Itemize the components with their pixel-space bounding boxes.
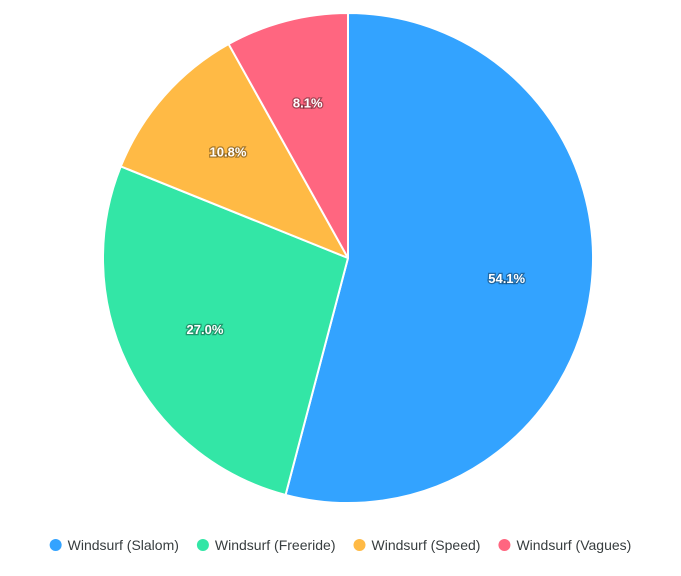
data-label-windsurf-speed: 10.8% xyxy=(210,145,247,160)
legend-marker-windsurf-freeride xyxy=(196,539,209,551)
pie-data-labels: 54.1% 27.0% 10.8% 8.1% xyxy=(185,94,526,338)
legend-label-windsurf-freeride: Windsurf (Freeride) xyxy=(215,537,336,553)
data-label-windsurf-slalom: 54.1% xyxy=(488,271,525,286)
legend-item-windsurf-vagues[interactable]: Windsurf (Vagues) xyxy=(498,537,631,553)
legend-label-windsurf-speed: Windsurf (Speed) xyxy=(372,537,481,553)
legend-marker-windsurf-speed xyxy=(353,539,366,551)
legend-marker-windsurf-vagues xyxy=(498,539,511,551)
data-label-windsurf-freeride: 27.0% xyxy=(187,322,224,337)
chart-legend: Windsurf (Slalom) Windsurf (Freeride) Wind… xyxy=(49,537,631,553)
legend-label-windsurf-vagues: Windsurf (Vagues) xyxy=(516,537,631,553)
pie-slice-windsurf-vagues[interactable] xyxy=(227,12,349,259)
pie-slices xyxy=(102,12,594,504)
legend-marker-windsurf-slalom xyxy=(49,539,62,551)
pie-slice-windsurf-slalom[interactable] xyxy=(284,12,594,504)
data-label-windsurf-vagues: 8.1% xyxy=(293,96,323,111)
pie-slice-windsurf-freeride[interactable] xyxy=(102,165,349,496)
pie-slice-windsurf-speed[interactable] xyxy=(119,43,349,259)
legend-item-windsurf-slalom[interactable]: Windsurf (Slalom) xyxy=(49,537,179,553)
legend-item-windsurf-speed[interactable]: Windsurf (Speed) xyxy=(353,537,481,553)
legend-label-windsurf-slalom: Windsurf (Slalom) xyxy=(68,537,179,553)
legend-item-windsurf-freeride[interactable]: Windsurf (Freeride) xyxy=(196,537,336,553)
